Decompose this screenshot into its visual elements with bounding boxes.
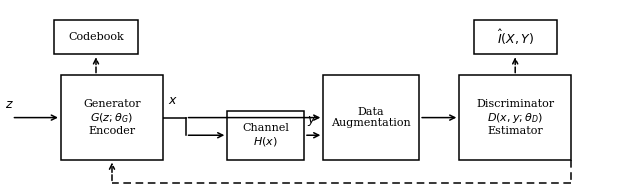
Text: $x$: $x$ [168,94,178,107]
Text: Discriminator
$D(x,y;\theta_D)$
Estimator: Discriminator $D(x,y;\theta_D)$ Estimato… [476,99,554,136]
FancyBboxPatch shape [323,75,419,160]
Text: $z$: $z$ [5,98,14,111]
FancyBboxPatch shape [460,75,572,160]
Text: $y$: $y$ [307,114,317,129]
Text: $\hat{I}(X,Y)$: $\hat{I}(X,Y)$ [497,28,534,47]
FancyBboxPatch shape [61,75,163,160]
FancyBboxPatch shape [227,111,304,160]
FancyBboxPatch shape [54,20,138,54]
Text: Generator
$G(z;\theta_G)$
Encoder: Generator $G(z;\theta_G)$ Encoder [83,99,141,136]
Text: Data
Augmentation: Data Augmentation [332,107,411,128]
Text: Codebook: Codebook [68,32,124,42]
Text: Channel
$H(x)$: Channel $H(x)$ [242,123,289,148]
FancyBboxPatch shape [474,20,557,54]
